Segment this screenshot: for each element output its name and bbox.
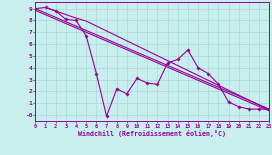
- X-axis label: Windchill (Refroidissement éolien,°C): Windchill (Refroidissement éolien,°C): [78, 130, 226, 137]
